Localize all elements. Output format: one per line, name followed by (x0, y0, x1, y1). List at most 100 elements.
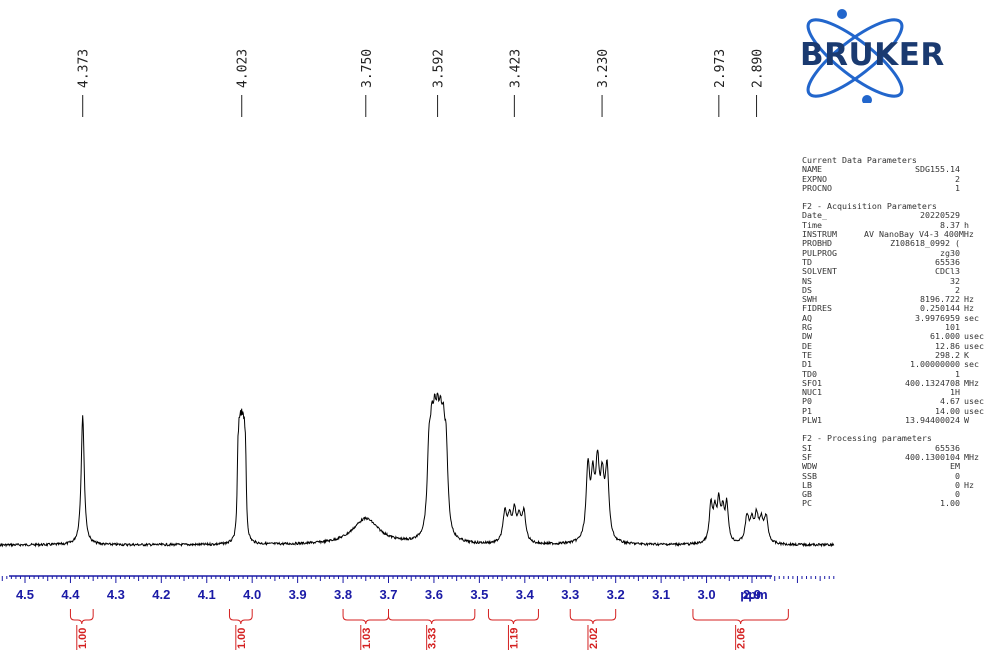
parameter-key: TD0 (802, 368, 817, 379)
parameter-unit: h (964, 219, 969, 230)
parameter-row: TD 65536 (802, 256, 998, 267)
peak-pick-labels: 4.373 4.023 3.750 3.592 3.423 3.230 2.973 2.890 (77, 49, 766, 117)
bruker-logo: BRUKER (800, 9, 944, 103)
x-tick-label: 3.8 (334, 587, 352, 602)
parameter-row: PC 1.00 (802, 498, 998, 509)
parameter-row: AQ 3.9976959 sec (802, 312, 998, 323)
parameter-row: NAME SDG155.14 (802, 164, 998, 174)
parameter-row: DW 61.000 usec (802, 331, 998, 342)
integral-value-label: 2.06 (736, 628, 748, 649)
parameter-key: FIDRES (802, 303, 832, 314)
parameter-key: INSTRUM (802, 229, 837, 240)
parameter-section-title: F2 - Acquisition Parameters (802, 201, 937, 212)
peak-pick-label: 3.750 (360, 49, 375, 88)
parameter-unit (960, 175, 998, 184)
parameter-key: LB (802, 479, 812, 490)
parameter-value: 1 (955, 182, 960, 193)
parameter-key: RG (802, 322, 812, 333)
parameter-value: 1.00000000 (910, 359, 960, 370)
integral-region: 1.00 (228, 609, 253, 650)
parameter-row: PROBHD Z108618_0992 ( (802, 238, 998, 249)
parameter-value: 2 (955, 173, 960, 184)
parameter-value: 13.94400024 (905, 415, 960, 426)
integral-region: 1.03 (342, 609, 389, 650)
x-tick-label: 4.1 (198, 587, 216, 602)
logo-dot-icon (862, 95, 872, 103)
parameter-key: NUC1 (802, 387, 822, 398)
parameter-row: SFO1 400.1324708 MHz (802, 377, 998, 388)
parameter-unit (960, 239, 998, 248)
parameter-value: 298.2 (935, 349, 960, 360)
parameter-key: PC (802, 498, 812, 509)
parameter-unit: Hz (964, 303, 974, 314)
parameter-value: 4.67 (940, 396, 960, 407)
parameter-value: 0 (955, 489, 960, 500)
x-tick-label: 2.9 (743, 587, 761, 602)
integral-value-label: 1.19 (508, 628, 520, 649)
parameter-section: Current Data Parameters NAME SDG155.14 EXPN… (802, 155, 998, 193)
peak-pick-label: 3.230 (596, 49, 611, 88)
integral-region: 3.33 (388, 609, 476, 650)
integral-region: 2.06 (692, 609, 789, 650)
parameter-value: 1H (950, 387, 960, 398)
parameter-value: 400.1300104 (905, 451, 960, 462)
parameter-key: PROBHD (802, 238, 832, 249)
parameter-row: SOLVENT CDCl3 (802, 266, 998, 277)
integral-value-label: 1.00 (77, 628, 89, 649)
parameter-value: 0 (955, 479, 960, 490)
integral-value-label: 2.02 (588, 628, 600, 649)
parameter-row: PROCNO 1 (802, 182, 998, 193)
parameter-row: DE 12.86 usec (802, 340, 998, 351)
acquisition-parameters-panel: Current Data Parameters NAME SDG155.14 EXPN… (802, 155, 998, 518)
integral-value-label: 1.03 (361, 628, 373, 649)
parameter-row: D1 1.00000000 sec (802, 359, 998, 370)
integral-bracket (692, 609, 789, 625)
parameter-row: PLW1 13.94400024 W (802, 415, 998, 426)
parameter-key: TD (802, 256, 812, 267)
parameter-key: DW (802, 331, 812, 342)
parameter-section: F2 - Acquisition Parameters Date_ 20220529… (802, 201, 998, 426)
peak-pick-label: 3.592 (432, 49, 447, 88)
parameter-row: Time 8.37 h (802, 219, 998, 230)
parameter-unit: usec (964, 331, 984, 342)
parameter-key: P1 (802, 405, 812, 416)
parameter-row: PULPROG zg30 (802, 248, 998, 258)
parameter-key: Date_ (802, 210, 827, 221)
integral-bracket (569, 609, 617, 625)
parameter-unit (960, 277, 998, 286)
parameter-row: GB 0 (802, 489, 998, 500)
parameter-row: SWH 8196.722 Hz (802, 294, 998, 305)
parameter-value: 0.250144 (920, 303, 960, 314)
parameter-key: DS (802, 284, 812, 295)
parameter-unit (960, 249, 998, 258)
logo-dot-icon (837, 9, 847, 19)
parameter-value: 101 (945, 322, 960, 333)
parameter-value: 0 (955, 470, 960, 481)
parameter-unit: usec (964, 340, 984, 351)
parameter-key: SWH (802, 294, 817, 305)
parameter-key: SI (802, 442, 812, 453)
parameter-key: AQ (802, 312, 812, 323)
peak-pick-label: 4.373 (77, 49, 92, 88)
parameter-value: EM (950, 461, 960, 472)
peak-pick-label: 4.023 (236, 49, 251, 88)
parameter-value: 3.9976959 (915, 312, 960, 323)
parameter-unit (960, 490, 998, 499)
parameter-unit: W (964, 415, 969, 426)
parameter-row: WDW EM (802, 461, 998, 472)
parameter-key: SOLVENT (802, 266, 837, 277)
parameter-key: SFO1 (802, 377, 822, 388)
parameter-value: 65536 (935, 256, 960, 267)
x-axis-unit-label: ppm (740, 587, 767, 602)
integral-value-label: 3.33 (427, 628, 439, 649)
parameter-unit: usec (964, 405, 984, 416)
parameter-section-title: Current Data Parameters (802, 155, 917, 165)
integral-bracket (388, 609, 476, 625)
integral-region: 2.02 (569, 609, 617, 650)
parameter-key: Time (802, 219, 822, 230)
parameter-row: TE 298.2 K (802, 349, 998, 360)
integral-value-label: 1.00 (236, 628, 248, 649)
parameter-key: D1 (802, 359, 812, 370)
x-tick-label: 4.3 (107, 587, 125, 602)
x-tick-label: 3.9 (289, 587, 307, 602)
